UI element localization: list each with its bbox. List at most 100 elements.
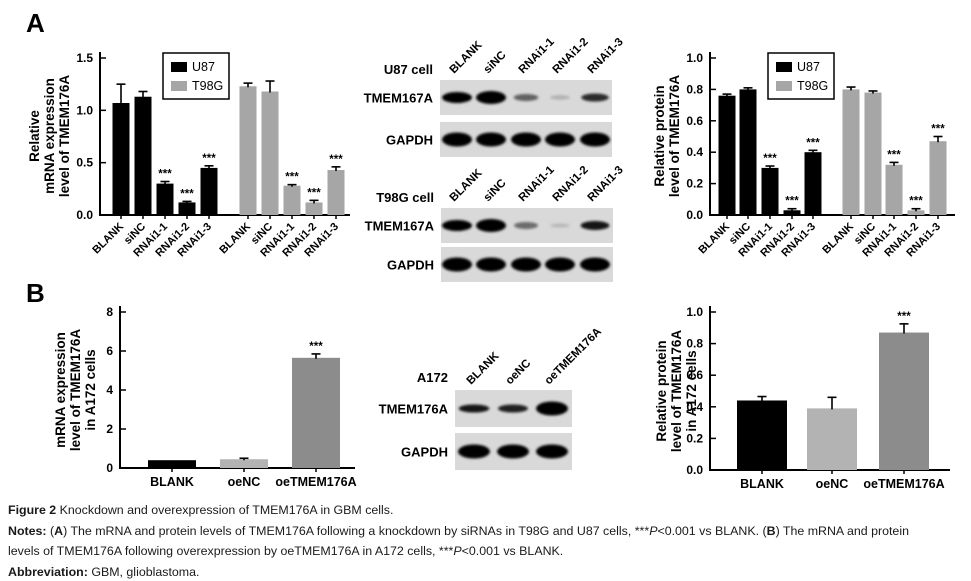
x-tick-label: oeTMEM176A [863,477,944,491]
caption-text: ) The mRNA and protein [775,523,909,538]
blot-band [580,132,610,147]
lane-label: RNAi1-3 [586,164,626,204]
y-axis-title: level of TMEM176A [667,75,682,198]
y-axis-title: in A172 cells [83,349,98,430]
blot-band [545,132,575,147]
caption-text: ( [50,523,55,538]
legend-swatch-U87 [776,62,792,72]
significance-label: *** [897,311,911,323]
legend-swatch-T98G [776,81,792,91]
y-tick-label: 0.0 [76,208,93,222]
significance-label: *** [887,149,901,161]
bar-oeNC-A172 [807,408,857,470]
blot-band [442,92,472,103]
blot-band [442,132,472,147]
y-tick-label: 1.5 [76,51,93,65]
bar-RNAi1-2-T98G [907,210,925,215]
x-tick-label: oeNC [228,475,261,489]
y-tick-label: 0.8 [686,82,703,96]
y-tick-label: 0 [106,461,113,475]
blot-band [442,257,472,272]
bar-RNAi1-2-T98G [305,202,323,215]
y-tick-label: 0.0 [686,463,703,477]
bar-BLANK-T98G [239,86,257,215]
significance-label: *** [158,169,172,181]
lane-label: RNAi1-1 [517,164,558,205]
bar-BLANK-A172 [148,460,196,468]
lane-label: BLANK [448,167,485,204]
significance-label: *** [202,153,216,165]
y-tick-label: 0.6 [686,368,703,382]
caption-text: P [453,544,462,558]
y-tick-label: 1.0 [686,305,703,319]
legend-label: U87 [192,60,215,74]
legend-label: U87 [797,60,820,74]
blot-band [513,94,539,101]
y-axis-title: mRNA expression [42,78,57,194]
bar-RNAi1-2-U87 [783,210,801,215]
chart-mrna-overexpression: 0 2 4 6 8 mRNA expression level of TMEM176A in … [20,300,365,500]
caption-line: Notes: (A) The mRNA and protein levels o… [8,521,968,542]
legend-label: T98G [192,79,223,93]
y-tick-label: 0.0 [686,208,703,222]
legend-box [162,52,230,100]
caption-line: Abbreviation: GBM, glioblastoma. [8,562,968,581]
bar-siNC-T98G [864,92,882,215]
blot-band [580,257,610,272]
lane-label: siNC [482,49,509,76]
bar-oeNC-A172 [220,459,268,468]
bar-RNAi1-2-U87 [178,202,196,215]
lane-label: siNC [482,177,509,204]
bar-RNAi1-3-U87 [200,167,218,215]
chart-protein-knockdown: 0.0 0.2 0.4 0.6 0.8 1.0 Relative protein level … [652,40,971,288]
blot-band [550,223,570,228]
panel-b-label: B [26,278,45,308]
lane-label: BLANK [465,350,502,387]
y-tick-label: 4 [106,383,113,397]
y-tick-label: 0.4 [686,400,703,414]
bar-BLANK-T98G [842,89,860,215]
legend-swatch-T98G [171,81,187,91]
blot-band [511,257,541,272]
y-tick-label: 0.2 [686,177,703,191]
caption-text: B [766,523,776,538]
y-tick-label: 0.8 [686,337,703,351]
caption-text: <0.001 vs BLANK. ( [657,523,767,538]
bar-BLANK-A172 [737,400,787,470]
western-blot-t98g: T98G cell BLANK siNC RNAi1-1 RNAi1-2 RNAi1-3 T… [355,158,685,290]
y-tick-label: 0.5 [76,156,93,170]
caption-text: ) The mRNA and protein levels of TMEM176… [63,523,650,538]
y-tick-label: 6 [106,344,113,358]
bar-RNAi1-3-T98G [929,141,947,215]
significance-label: *** [180,188,194,200]
caption-text: Figure 2 [8,503,60,517]
x-tick-label: oeTMEM176A [275,475,356,489]
blot-band [476,257,506,272]
caption-text: Notes: [8,523,50,538]
y-tick-label: 0.4 [686,145,703,159]
blot-cell-label: U87 cell [384,62,433,77]
y-tick-label: 8 [106,305,113,319]
caption-text: A [54,523,64,538]
bar-oeTMEM176A-A172 [292,357,340,468]
blot-band [458,404,490,413]
bar-siNC-U87 [739,89,757,215]
legend: U87 T98G [767,52,835,100]
legend: U87 T98G [162,52,230,100]
blot-band [476,132,506,147]
significance-label: *** [785,196,799,208]
bar-RNAi1-1-T98G [283,185,301,215]
lane-label: oeTMEM176A [543,326,604,387]
y-axis-title: level of TMEM176A [669,330,684,453]
bar-siNC-U87 [134,96,152,215]
chart-mrna-knockdown: 0.0 0.5 1.0 1.5 Relative mRNA expression level… [20,40,365,288]
y-axis-title: mRNA expression [53,332,68,448]
blot-row-label: TMEM167A [364,91,434,106]
significance-label: *** [307,187,321,199]
y-axis-title: Relative [27,110,42,162]
blot-band [545,257,575,272]
blot-band [476,219,506,232]
bar-RNAi1-1-T98G [885,164,903,215]
bar-chart-a_protein: 0.0 0.2 0.4 0.6 0.8 1.0 Relative protein level … [652,51,955,259]
